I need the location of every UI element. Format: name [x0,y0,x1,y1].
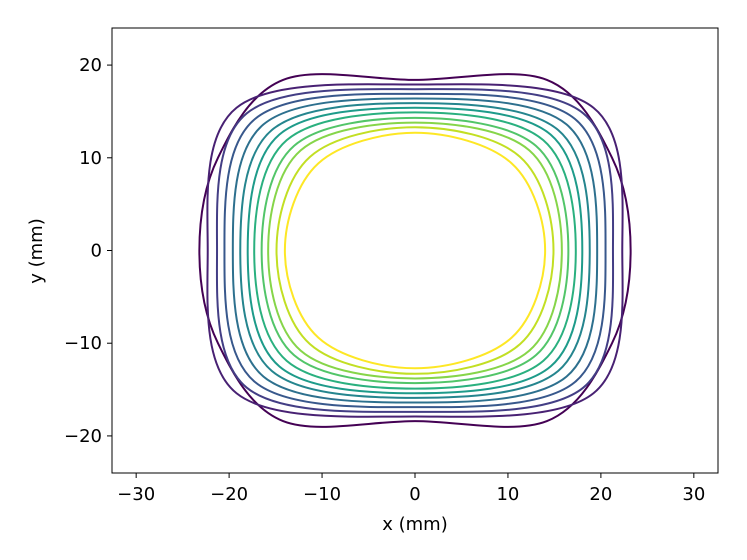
x-axis-label: x (mm) [382,514,448,535]
contour-line [260,116,570,385]
y-tick-label: 0 [91,241,102,262]
contour-line [267,121,563,380]
x-tick-label: −10 [303,484,341,505]
contour-line [283,131,547,370]
contour-line [215,88,615,413]
contour-line [223,92,607,409]
y-tick-label: 10 [79,148,102,169]
contour-line [253,111,577,390]
contour-line [275,126,555,375]
contour-line [246,106,584,395]
contour-line [239,102,591,399]
x-tick-label: 0 [409,484,420,505]
x-tick-label: −30 [117,484,155,505]
y-tick-label: 20 [79,55,102,76]
x-tick-label: 20 [589,484,612,505]
contour-line [198,73,632,428]
y-tick-label: −20 [64,426,102,447]
contour-line [231,97,599,404]
x-tick-label: −20 [210,484,248,505]
x-tick-label: 30 [682,484,705,505]
y-axis-label: y (mm) [26,218,47,284]
y-tick-label: −10 [64,333,102,354]
contour-line [206,83,624,418]
x-tick-label: 10 [496,484,519,505]
